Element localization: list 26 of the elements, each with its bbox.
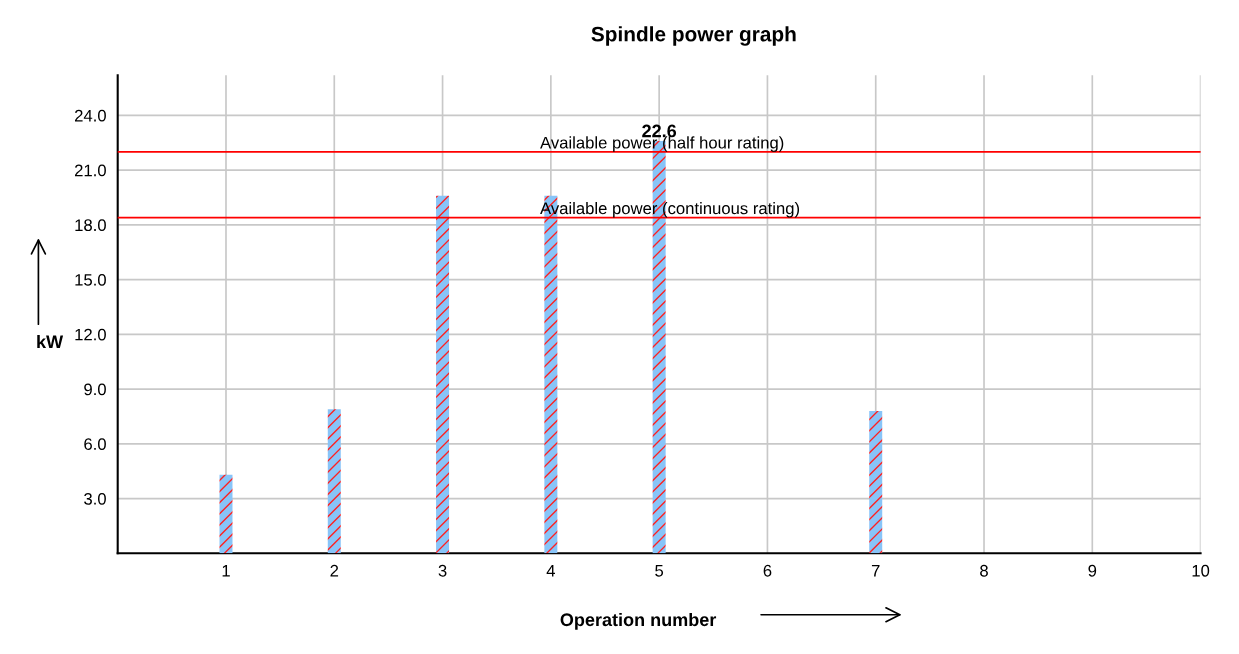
x-tick-label: 2	[330, 564, 339, 577]
x-tick-label: 1	[222, 565, 230, 577]
y-tick-label: 15.0	[75, 273, 106, 286]
x-tick-label: 8	[980, 564, 988, 577]
y-tick-label: 3.0	[84, 492, 106, 505]
y-tick-label: 12.0	[75, 328, 106, 341]
x-tick-label: 7	[871, 565, 880, 577]
y-tick-label: 21.0	[75, 164, 106, 177]
data-label: 22.6	[642, 124, 677, 138]
x-axis-title: Operation number	[560, 612, 717, 630]
bar	[219, 474, 233, 554]
x-tick-label: 9	[1088, 564, 1097, 577]
x-tick-label: 10	[1192, 564, 1210, 577]
bar	[869, 410, 883, 554]
y-tick-label: 6.0	[84, 438, 106, 450]
x-tick-label: 5	[655, 565, 664, 577]
y-tick-label: 9.0	[84, 383, 106, 396]
y-axis-title: kW	[37, 334, 64, 349]
y-tick-label: 24.0	[75, 109, 106, 122]
x-tick-label: 6	[763, 564, 772, 577]
chart-title: Spindle power graph	[591, 26, 796, 46]
x-tick-label: 3	[438, 564, 447, 577]
bar	[327, 409, 341, 554]
y-tick-label: 18.0	[75, 219, 106, 232]
x-tick-label: 4	[546, 565, 556, 577]
bar	[436, 195, 450, 554]
